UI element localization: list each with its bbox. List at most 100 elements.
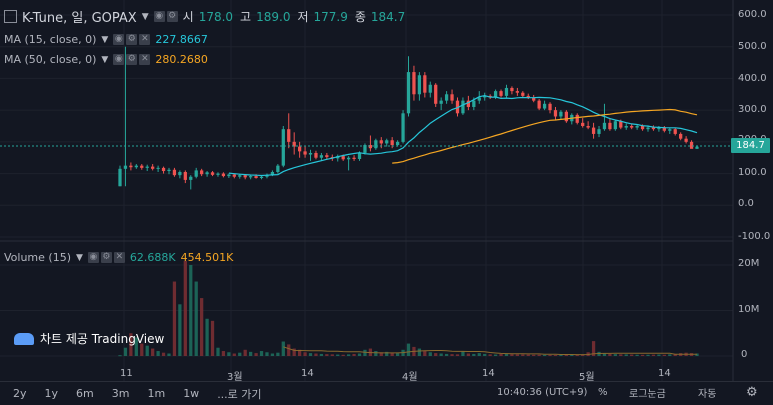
candle-body bbox=[276, 165, 280, 172]
range-1y-button[interactable]: 1y bbox=[44, 387, 59, 400]
settings-icon[interactable]: ⚙ bbox=[100, 252, 112, 263]
candle-body bbox=[243, 175, 247, 178]
volume-bar bbox=[297, 349, 302, 356]
symbol-title[interactable]: K-Tune, 일, GOPAX bbox=[22, 11, 137, 26]
volume-bar bbox=[548, 354, 552, 356]
range-3m-button[interactable]: 3m bbox=[111, 387, 130, 400]
volume-bar bbox=[575, 354, 579, 356]
chevron-down-icon[interactable]: ▼ bbox=[76, 252, 83, 263]
volume-bar bbox=[363, 349, 367, 356]
ma50-value: 280.2680 bbox=[155, 53, 208, 66]
candle-body bbox=[526, 95, 530, 98]
volume-bar bbox=[521, 354, 525, 356]
volume-bar bbox=[559, 354, 563, 356]
volume-legend: Volume (15) ▼ ◉ ⚙ ✕ 62.688K 454.501K bbox=[4, 251, 233, 264]
candle-body bbox=[385, 140, 389, 144]
candle-body bbox=[374, 140, 378, 149]
candle-body bbox=[591, 127, 596, 134]
volume-bar bbox=[439, 353, 443, 356]
volume-bar bbox=[444, 353, 449, 356]
candle-body bbox=[281, 129, 285, 166]
range-1m-button[interactable]: 1m bbox=[147, 387, 166, 400]
volume-bar bbox=[161, 352, 166, 356]
tradingview-watermark[interactable]: 차트 제공 TradingView bbox=[14, 330, 164, 347]
volume-bar bbox=[630, 354, 634, 356]
eye-icon[interactable]: ◉ bbox=[113, 34, 125, 45]
volume-bar bbox=[118, 355, 122, 357]
volume-bar bbox=[406, 343, 411, 356]
candle-body bbox=[646, 127, 650, 130]
candle-body bbox=[210, 172, 215, 175]
settings-icon[interactable]: ⚙ bbox=[126, 54, 138, 65]
eye-icon[interactable]: ◉ bbox=[153, 11, 165, 22]
range-1w-button[interactable]: 1w bbox=[183, 387, 200, 400]
volume-bar bbox=[613, 354, 617, 356]
percent-toggle[interactable]: % bbox=[598, 387, 608, 398]
candle-body bbox=[325, 155, 329, 158]
candle-body bbox=[613, 121, 617, 130]
time-tick: 4월 bbox=[402, 372, 418, 383]
candle-body bbox=[450, 94, 454, 101]
volume-bar bbox=[483, 353, 487, 356]
eye-icon[interactable]: ◉ bbox=[87, 252, 99, 263]
volume-bar bbox=[651, 354, 656, 356]
volume-bars bbox=[118, 260, 699, 357]
candle-body bbox=[227, 174, 231, 177]
auto-scale-toggle[interactable]: 자동 bbox=[698, 389, 717, 400]
volume-bar bbox=[172, 281, 177, 356]
volume-bar bbox=[254, 353, 258, 356]
ma50-label[interactable]: MA (50, close, 0) bbox=[4, 53, 97, 66]
candle-body bbox=[673, 129, 677, 134]
collapse-icon[interactable] bbox=[4, 10, 17, 23]
price-tick: 600.0 bbox=[738, 9, 767, 20]
ma15-label[interactable]: MA (15, close, 0) bbox=[4, 33, 97, 46]
clock-readout[interactable]: 10:40:36 (UTC+9) bbox=[497, 387, 588, 398]
candle-body bbox=[619, 121, 623, 128]
candle-body bbox=[542, 103, 547, 109]
close-icon[interactable]: ✕ bbox=[139, 34, 151, 45]
chevron-down-icon[interactable]: ▼ bbox=[101, 54, 109, 65]
ma15-value: 227.8667 bbox=[155, 33, 208, 46]
volume-bar bbox=[167, 353, 171, 356]
low-label: 저 bbox=[297, 10, 309, 24]
candle-body bbox=[695, 146, 699, 149]
candle-body bbox=[548, 103, 552, 111]
volume-bar bbox=[238, 352, 242, 356]
volume-bar bbox=[249, 351, 253, 356]
range-6m-button[interactable]: 6m bbox=[76, 387, 94, 400]
volume-label[interactable]: Volume (15) bbox=[4, 251, 71, 264]
goto-date-button[interactable]: ...로 가기 bbox=[217, 387, 262, 401]
candle-body bbox=[118, 168, 122, 187]
candle-body bbox=[308, 152, 313, 155]
close-icon[interactable]: ✕ bbox=[139, 54, 151, 65]
volume-bar bbox=[385, 351, 389, 356]
volume-bar bbox=[243, 349, 247, 356]
candle-body bbox=[472, 100, 476, 107]
candle-body bbox=[379, 140, 383, 144]
volume-bar bbox=[151, 348, 155, 356]
settings-icon[interactable]: ⚙ bbox=[166, 11, 178, 22]
close-value: 184.7 bbox=[370, 9, 406, 24]
candle-body bbox=[395, 141, 400, 146]
volume-ma-line bbox=[283, 346, 697, 356]
volume-bar bbox=[336, 354, 340, 356]
candle-body bbox=[504, 87, 509, 96]
price-tick: 500.0 bbox=[738, 41, 767, 52]
eye-icon[interactable]: ◉ bbox=[113, 54, 125, 65]
close-icon[interactable]: ✕ bbox=[113, 252, 125, 263]
range-2y-button[interactable]: 2y bbox=[13, 387, 27, 400]
log-scale-toggle[interactable]: 로그눈금 bbox=[629, 389, 666, 400]
candle-body bbox=[189, 176, 193, 180]
volume-tick: 10M bbox=[738, 304, 760, 315]
open-label: 시 bbox=[182, 10, 194, 24]
volume-bar bbox=[123, 347, 128, 356]
candle-body bbox=[151, 166, 155, 169]
volume-bar bbox=[472, 353, 476, 356]
chevron-down-icon[interactable]: ▼ bbox=[101, 34, 109, 45]
volume-bar bbox=[668, 354, 672, 356]
gear-icon[interactable]: ⚙ bbox=[746, 385, 758, 400]
chevron-down-icon[interactable]: ▼ bbox=[141, 11, 149, 22]
candle-body bbox=[493, 91, 498, 98]
settings-icon[interactable]: ⚙ bbox=[126, 34, 138, 45]
candle-body bbox=[140, 165, 144, 168]
